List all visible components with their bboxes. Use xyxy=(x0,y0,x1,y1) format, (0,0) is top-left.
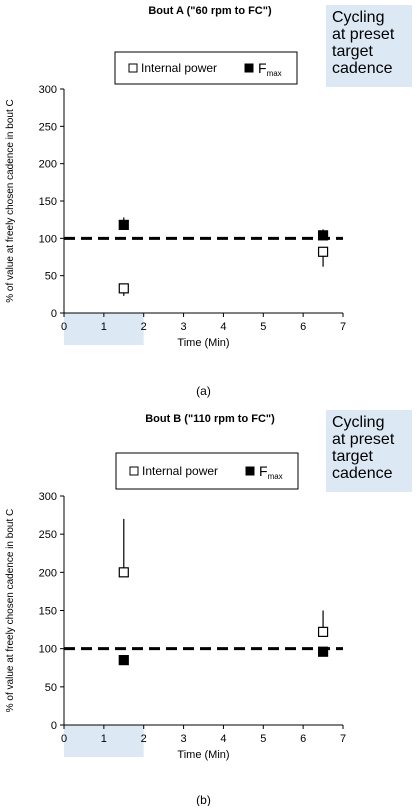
legend-marker-internal-power xyxy=(129,466,139,476)
fmax-point xyxy=(317,230,329,241)
legend-marker-fmax xyxy=(245,466,255,476)
annotation-line: Cycling xyxy=(332,414,385,431)
y-tick-label: 300 xyxy=(39,491,57,503)
chart-title: Bout A ("60 rpm to FC") xyxy=(148,5,272,17)
y-tick-label: 250 xyxy=(39,121,57,133)
x-tick-label: 4 xyxy=(220,321,226,333)
y-tick-label: 0 xyxy=(51,720,57,732)
x-tick-label: 1 xyxy=(101,321,107,333)
x-axis-label: Time (Min) xyxy=(177,337,229,349)
x-tick-label: 3 xyxy=(181,733,187,745)
legend-label-fmax: Fmax xyxy=(259,463,283,481)
fmax-point xyxy=(317,646,329,657)
legend-label-internal-power: Internal power xyxy=(142,464,218,478)
x-tick-label: 3 xyxy=(181,321,187,333)
legend-fmax-subscript: max xyxy=(268,472,283,481)
y-tick-label: 200 xyxy=(39,567,57,579)
y-tick-label: 300 xyxy=(39,84,57,96)
legend-box xyxy=(115,452,299,490)
internal-power-point xyxy=(317,626,329,637)
shaded-interval xyxy=(64,725,144,757)
chart-panel-b: Cycling at preset target cadence Bout B … xyxy=(0,406,417,806)
x-tick-label: 6 xyxy=(300,321,306,333)
y-tick-label: 100 xyxy=(39,233,57,245)
y-tick-label: 50 xyxy=(45,682,57,694)
y-tick-label: 200 xyxy=(39,159,57,171)
legend-marker-fmax xyxy=(244,63,254,73)
x-tick-label: 2 xyxy=(141,733,147,745)
legend-label-fmax: Fmax xyxy=(258,60,282,78)
x-axis-label: Time (Min) xyxy=(177,749,229,761)
x-tick-label: 5 xyxy=(260,733,266,745)
annotation-line: at preset xyxy=(332,431,395,448)
legend-box xyxy=(114,51,298,85)
annotation-line: cadence xyxy=(332,465,393,482)
annotation-line: cadence xyxy=(332,60,393,77)
y-tick-label: 150 xyxy=(39,196,57,208)
y-tick-label: 150 xyxy=(39,606,57,618)
chart-panel-a: Cycling at preset target cadence Bout A … xyxy=(0,0,417,400)
y-tick-label: 100 xyxy=(39,644,57,656)
x-tick-label: 6 xyxy=(300,733,306,745)
y-axis-label: % of value at freely chosen cadence in b… xyxy=(5,99,16,302)
annotation-line: target xyxy=(332,43,373,60)
legend-fmax-subscript: max xyxy=(267,69,282,78)
annotation-line: at preset xyxy=(332,26,395,43)
internal-power-point xyxy=(118,283,129,294)
x-tick-label: 5 xyxy=(260,321,266,333)
x-tick-label: 7 xyxy=(340,321,346,333)
annotation-box: Cycling at preset target cadence xyxy=(326,410,412,492)
fmax-point xyxy=(118,655,129,666)
y-tick-label: 0 xyxy=(51,308,57,320)
x-tick-label: 1 xyxy=(101,733,107,745)
legend-fmax-letter: F xyxy=(258,60,267,76)
chart-svg: Bout A ("60 rpm to FC")05010015020025030… xyxy=(5,5,346,398)
shaded-interval xyxy=(64,313,144,345)
internal-power-point xyxy=(317,246,329,257)
x-tick-label: 0 xyxy=(61,321,67,333)
x-tick-label: 4 xyxy=(220,733,226,745)
x-tick-label: 0 xyxy=(61,733,67,745)
internal-power-point xyxy=(118,567,129,578)
x-tick-label: 2 xyxy=(141,321,147,333)
x-tick-label: 7 xyxy=(340,733,346,745)
annotation-box: Cycling at preset target cadence xyxy=(326,5,412,87)
y-tick-label: 250 xyxy=(39,529,57,541)
y-tick-label: 50 xyxy=(45,271,57,283)
annotation-line: target xyxy=(332,448,373,465)
legend-label-internal-power: Internal power xyxy=(141,61,217,75)
legend-marker-internal-power xyxy=(128,63,138,73)
figure-caption: (b) xyxy=(196,793,211,806)
figure-caption: (a) xyxy=(196,384,211,398)
fmax-point xyxy=(118,219,129,230)
y-axis-label: % of value at freely chosen cadence in b… xyxy=(5,509,16,712)
legend-fmax-letter: F xyxy=(259,463,268,479)
chart-svg: Bout B ("110 rpm to FC")0501001502002503… xyxy=(5,413,346,806)
chart-title: Bout B ("110 rpm to FC") xyxy=(145,413,275,425)
annotation-line: Cycling xyxy=(332,9,385,26)
